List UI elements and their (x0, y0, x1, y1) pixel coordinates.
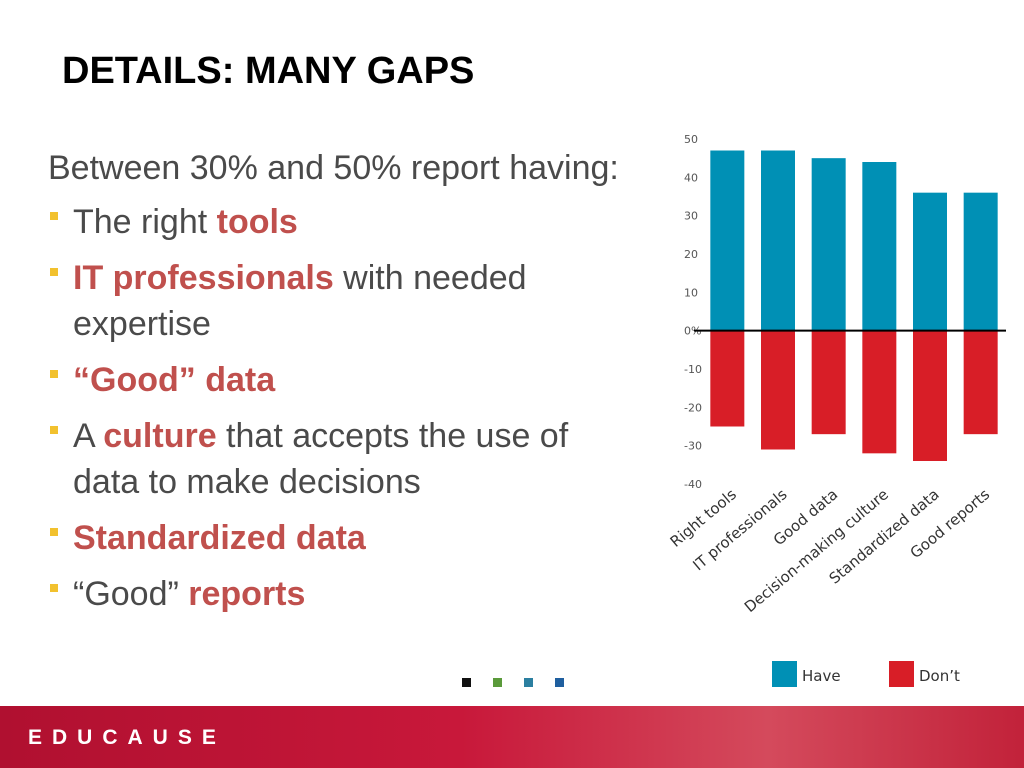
bullet-item: IT professionals with needed expertise (48, 255, 638, 347)
bullet-highlight: “Good” data (73, 361, 276, 399)
bullet-highlight: reports (188, 575, 306, 613)
bullet-highlight: tools (216, 203, 298, 241)
bullet-marker-icon (50, 528, 58, 536)
y-tick-label: 50 (684, 133, 698, 146)
bullet-text: A (73, 417, 104, 455)
footer-bar: EDUCAUSE (0, 706, 1024, 768)
bar-dont (963, 330, 998, 435)
legend-label: Have (802, 667, 841, 685)
bullet-item: The right tools (48, 199, 638, 245)
legend-swatch (889, 661, 914, 687)
slide-body: Between 30% and 50% report having: The r… (48, 145, 638, 627)
y-tick-label: -40 (684, 478, 702, 491)
bullet-highlight: culture (103, 417, 217, 455)
bullet-marker-icon (50, 426, 58, 434)
bullet-marker-icon (50, 268, 58, 276)
nav-dot (524, 678, 533, 687)
bar-have (761, 150, 795, 331)
nav-dot (462, 678, 471, 687)
bar-have (811, 158, 846, 331)
bullet-item: “Good” data (48, 357, 638, 403)
bar-dont (862, 330, 897, 454)
y-tick-label: 10 (684, 286, 698, 299)
bar-dont (710, 330, 745, 427)
bar-dont (811, 330, 846, 435)
y-tick-label: 0% (684, 325, 701, 338)
intro-text: Between 30% and 50% report having: (48, 149, 619, 187)
bullet-marker-icon (50, 584, 58, 592)
y-tick-label: -30 (684, 440, 702, 453)
bullet-marker-icon (50, 370, 58, 378)
bullet-item: Standardized data (48, 515, 638, 561)
slide-title: DETAILS: MANY GAPS (62, 50, 475, 92)
bar-have (862, 162, 897, 331)
y-tick-label: 40 (684, 171, 698, 184)
y-tick-label: 30 (684, 210, 698, 223)
y-tick-label: -20 (684, 401, 702, 414)
bar-dont (761, 330, 795, 450)
bullet-text: The right (73, 203, 217, 241)
bar-have (963, 192, 998, 331)
nav-dot (555, 678, 564, 687)
nav-dot (493, 678, 502, 687)
bar-have (710, 150, 745, 331)
bar-have (913, 192, 947, 331)
bullet-marker-icon (50, 212, 58, 220)
bullet-text: “Good” (73, 575, 189, 613)
bullet-highlight: IT professionals (73, 259, 334, 297)
bullet-item: “Good” reports (48, 571, 638, 617)
bullet-text: with needed expertise (73, 259, 527, 343)
educause-logo: EDUCAUSE (28, 726, 226, 749)
y-tick-label: -10 (684, 363, 702, 376)
legend-swatch (772, 661, 797, 687)
bullet-highlight: Standardized data (73, 519, 366, 557)
legend-label: Don’t (919, 667, 960, 685)
bar-dont (913, 330, 947, 461)
y-tick-label: 20 (684, 248, 698, 261)
bullet-text: that accepts the use of data to make dec… (73, 417, 569, 501)
bullet-list: The right tools IT professionals with nee… (48, 199, 638, 617)
bullet-item: A culture that accepts the use of data t… (48, 413, 638, 505)
